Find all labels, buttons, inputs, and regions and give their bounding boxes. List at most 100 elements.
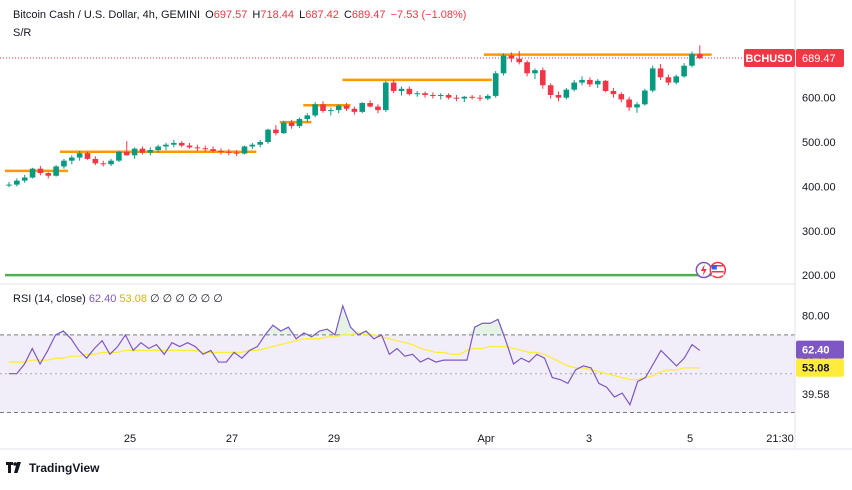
candle-49 — [390, 79, 397, 94]
price-badge-symbol: BCHUSD — [745, 53, 792, 65]
candle-24 — [194, 144, 201, 151]
candle-body-69 — [547, 85, 554, 96]
candle-69 — [547, 83, 554, 99]
candle-body-18 — [147, 150, 154, 153]
candle-3 — [29, 167, 36, 179]
candle-32 — [257, 139, 263, 148]
price-tick-1: 300.00 — [802, 226, 836, 238]
candle-body-77 — [610, 91, 617, 95]
time-tick-4: 3 — [586, 433, 592, 445]
candle-body-59 — [469, 96, 475, 98]
candle-body-29 — [233, 152, 240, 154]
time-tick-1: 27 — [226, 433, 238, 445]
high-value: 718.44 — [260, 9, 295, 21]
candle-22 — [178, 141, 185, 148]
candle-body-64 — [508, 55, 515, 59]
candle-68 — [540, 67, 546, 89]
candle-11 — [92, 156, 99, 166]
candle-body-25 — [202, 148, 209, 150]
candle-body-61 — [485, 95, 491, 99]
candle-1 — [14, 178, 20, 187]
candle-70 — [555, 91, 562, 102]
candle-body-14 — [116, 151, 122, 161]
candle-body-45 — [359, 102, 366, 112]
price-badge-value: 689.47 — [802, 53, 836, 65]
us-economic-event-icon[interactable] — [709, 261, 727, 279]
rsi-empty-4: ∅ — [187, 293, 198, 305]
candle-body-13 — [108, 160, 114, 165]
candle-59 — [469, 95, 475, 100]
candle-30 — [241, 145, 248, 155]
candle-body-1 — [14, 180, 20, 185]
candle-26 — [210, 146, 216, 153]
candle-71 — [563, 87, 570, 100]
candle-body-52 — [414, 93, 420, 95]
candle-body-85 — [673, 76, 680, 83]
candle-body-39 — [312, 104, 318, 116]
candle-56 — [445, 93, 452, 100]
candle-body-9 — [76, 153, 83, 158]
candle-body-31 — [249, 144, 256, 147]
candle-64 — [508, 52, 515, 63]
candle-48 — [383, 80, 389, 112]
candle-37 — [296, 117, 303, 128]
candle-9 — [76, 150, 83, 161]
candle-2 — [21, 174, 28, 183]
candle-6 — [53, 165, 59, 177]
indicator-label[interactable]: S/R — [13, 27, 32, 39]
candle-body-32 — [257, 142, 263, 145]
candle-body-6 — [53, 166, 59, 176]
candle-body-50 — [398, 88, 405, 92]
candle-body-72 — [571, 82, 577, 90]
candle-body-21 — [171, 142, 177, 145]
candle-body-74 — [587, 79, 593, 85]
candle-body-35 — [280, 122, 287, 134]
rsi-value: 62.40 — [88, 293, 117, 305]
candle-31 — [249, 142, 256, 150]
rsi-tick-0: 80.00 — [802, 311, 830, 323]
candle-body-42 — [335, 105, 342, 111]
candle-body-34 — [273, 129, 279, 134]
candle-body-12 — [100, 163, 106, 165]
candle-body-46 — [367, 102, 373, 107]
candle-body-56 — [445, 95, 452, 98]
candle-39 — [312, 102, 318, 118]
rsi-header[interactable]: RSI (14, close) 62.40 53.08 ∅ ∅ ∅ ∅ ∅ ∅ — [13, 292, 223, 305]
candle-35 — [280, 120, 287, 135]
candle-body-37 — [296, 118, 303, 127]
candle-10 — [84, 151, 91, 160]
candle-body-7 — [61, 160, 67, 167]
candle-28 — [226, 149, 232, 156]
candle-body-23 — [186, 145, 193, 148]
rsi-value-badge — [796, 340, 844, 359]
candle-61 — [485, 94, 491, 101]
candle-50 — [398, 86, 405, 96]
dividend-event-icon[interactable] — [695, 261, 713, 279]
candle-body-80 — [634, 104, 640, 108]
candle-body-83 — [657, 68, 664, 78]
candle-55 — [437, 93, 444, 100]
candles — [6, 45, 727, 279]
rsi-tick-4: 39.58 — [802, 389, 830, 401]
rsi-empty-1: ∅ — [150, 293, 160, 305]
candle-85 — [673, 74, 680, 85]
candle-82 — [649, 65, 656, 93]
candle-15 — [123, 141, 130, 156]
candle-53 — [422, 91, 428, 98]
candle-5 — [45, 172, 52, 179]
price-tick-4: 600.00 — [802, 93, 836, 105]
candle-body-84 — [665, 77, 672, 83]
candle-body-54 — [430, 95, 436, 97]
candle-60 — [477, 95, 483, 102]
candle-86 — [681, 63, 687, 78]
candle-29 — [233, 150, 240, 157]
tradingview-logo[interactable]: TradingView — [6, 461, 99, 475]
candle-74 — [587, 77, 593, 88]
candle-body-71 — [563, 89, 570, 98]
candle-73 — [579, 76, 585, 86]
candle-25 — [202, 145, 209, 152]
candle-body-41 — [328, 110, 334, 112]
candle-body-63 — [500, 55, 507, 74]
candle-body-28 — [226, 151, 232, 153]
